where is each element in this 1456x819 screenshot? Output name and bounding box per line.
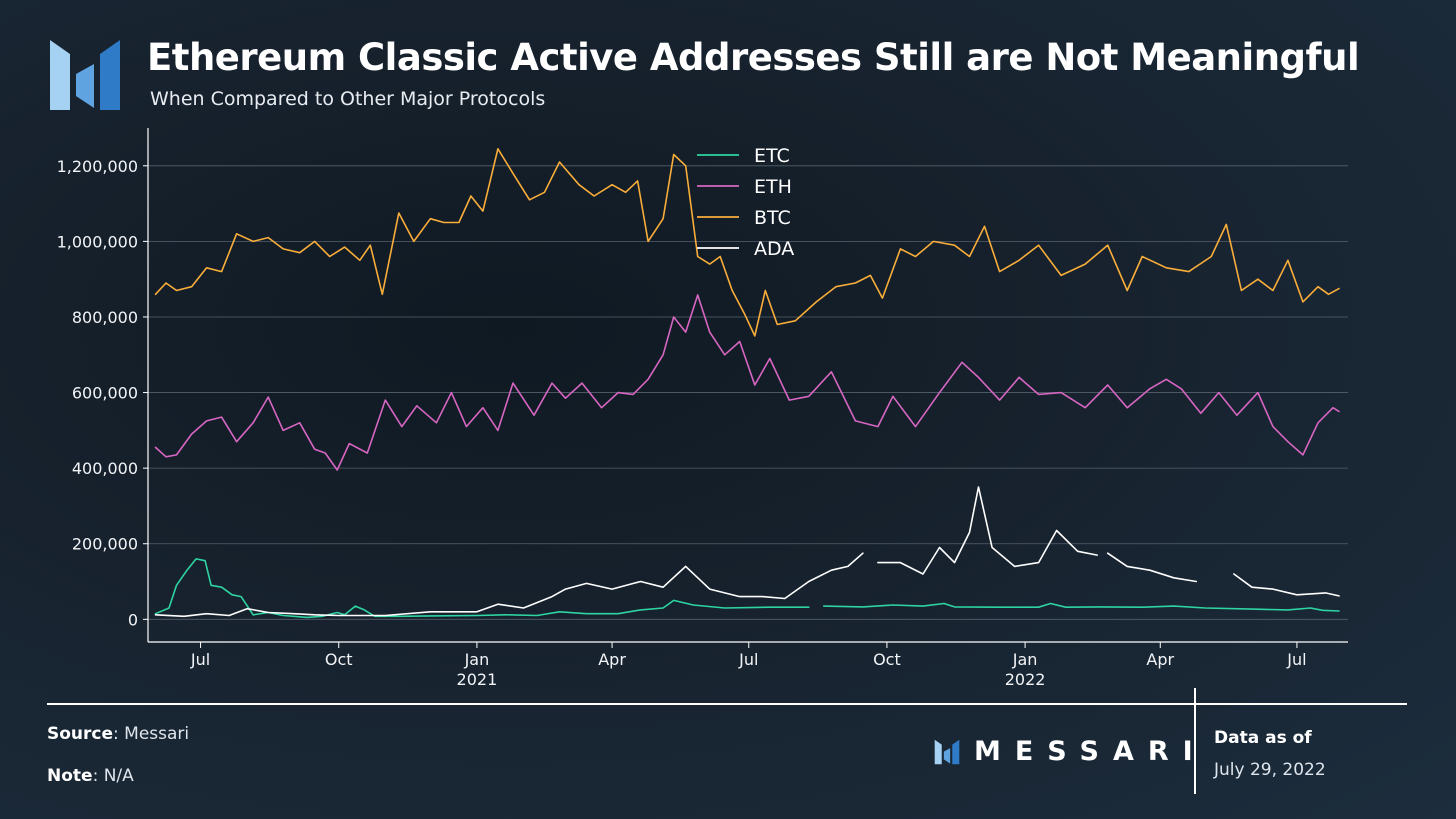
legend-label-etc: ETC xyxy=(754,145,790,167)
x-tick-label: Oct xyxy=(873,650,901,669)
y-tick-label: 400,000 xyxy=(72,459,138,478)
source-value: Messari xyxy=(124,724,190,744)
y-tick-label: 1,000,000 xyxy=(57,232,138,251)
x-tick-label: Jul xyxy=(1286,650,1306,669)
brand-mark: MESSARI xyxy=(934,736,1207,767)
x-tick-label: Oct xyxy=(325,650,353,669)
legend: ETC ETH BTC ADA xyxy=(697,145,794,260)
messari-logo-icon xyxy=(50,40,120,110)
legend-label-eth: ETH xyxy=(754,176,792,198)
series-line-etc xyxy=(154,558,1340,619)
x-tick-label: Apr xyxy=(1146,650,1174,669)
axes xyxy=(147,128,1348,643)
chart-title: Ethereum Classic Active Addresses Still … xyxy=(147,36,1360,79)
series-line-eth xyxy=(154,294,1340,471)
legend-label-btc: BTC xyxy=(754,207,791,229)
source-label: Source xyxy=(47,724,114,744)
note-label: Note xyxy=(47,766,93,786)
series-line-btc xyxy=(154,148,1340,337)
y-tick-label: 800,000 xyxy=(72,308,138,327)
series-line-ada xyxy=(154,486,1340,618)
x-tick-label: Apr xyxy=(598,650,626,669)
legend-label-ada: ADA xyxy=(754,238,794,260)
note-value: N/A xyxy=(103,766,134,786)
x-tick-year-label: 2022 xyxy=(1005,670,1046,689)
line-chart: 0 200,000 400,000 600,000 800,000 1,000,000 1,… xyxy=(56,128,1348,689)
note-line: Note: N/A xyxy=(47,766,134,786)
x-tick-label: Jul xyxy=(190,650,210,669)
brand-wordmark: MESSARI xyxy=(974,736,1207,767)
x-tick-year-label: 2021 xyxy=(457,670,498,689)
x-tick-label: Jan xyxy=(464,650,490,669)
messari-logo-small-icon xyxy=(934,739,960,764)
y-axis-ticks: 0 200,000 400,000 600,000 800,000 1,000,000 1,… xyxy=(57,157,148,629)
x-tick-label: Jan xyxy=(1012,650,1038,669)
x-tick-label: Jul xyxy=(738,650,758,669)
y-tick-label: 600,000 xyxy=(72,384,138,403)
data-as-of-date: July 29, 2022 xyxy=(1214,760,1326,780)
data-as-of-label: Data as of xyxy=(1214,728,1312,748)
y-tick-label: 0 xyxy=(128,610,138,629)
footer-divider xyxy=(47,703,1407,705)
footer-vertical-divider xyxy=(1194,688,1196,794)
y-tick-label: 1,200,000 xyxy=(57,157,138,176)
chart-subtitle: When Compared to Other Major Protocols xyxy=(150,88,546,110)
series-lines xyxy=(154,148,1340,619)
grid-lines xyxy=(148,165,1348,620)
source-line: Source: Messari xyxy=(47,724,190,744)
y-tick-label: 200,000 xyxy=(72,535,138,554)
